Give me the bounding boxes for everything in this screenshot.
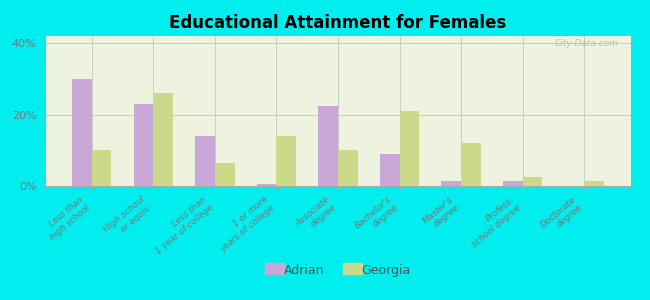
Text: City-Data.com: City-Data.com <box>555 39 619 48</box>
Bar <box>584 181 604 186</box>
Bar <box>195 136 215 186</box>
Bar <box>461 143 481 186</box>
Bar <box>134 104 153 186</box>
Bar <box>338 150 358 186</box>
Bar <box>72 79 92 186</box>
Bar <box>276 136 296 186</box>
Bar <box>215 163 235 186</box>
Bar <box>523 177 542 186</box>
Bar <box>257 184 276 186</box>
Bar <box>318 106 338 186</box>
Bar <box>400 111 419 186</box>
Bar <box>441 181 461 186</box>
Bar <box>92 150 112 186</box>
Title: Educational Attainment for Females: Educational Attainment for Females <box>170 14 506 32</box>
Bar <box>380 154 400 186</box>
Legend: Adrian, Georgia: Adrian, Georgia <box>260 259 416 282</box>
Bar <box>153 93 173 186</box>
Bar <box>503 181 523 186</box>
